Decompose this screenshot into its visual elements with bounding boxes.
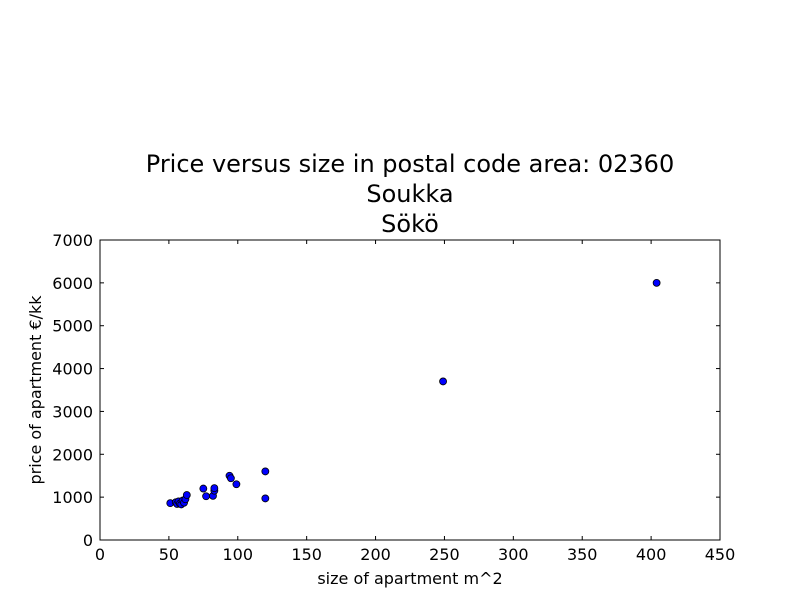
- x-axis-label: size of apartment m^2: [317, 569, 502, 588]
- data-point: [210, 484, 219, 493]
- y-tick-label: 0: [83, 531, 93, 550]
- x-tick-label: 450: [705, 545, 736, 564]
- axis-ticks: 0 50 100 150 200 250 300 350 400 450 0 1000 2000 3000…: [52, 231, 735, 564]
- x-tick-label: 400: [636, 545, 667, 564]
- y-axis-label: price of apartment €/kk: [26, 295, 45, 485]
- x-tick-label: 50: [159, 545, 179, 564]
- y-tick-label: 6000: [52, 274, 93, 293]
- x-tick-label: 300: [498, 545, 529, 564]
- y-tick-label: 1000: [52, 488, 93, 507]
- x-tick-label: 150: [291, 545, 322, 564]
- y-tick-label: 7000: [52, 231, 93, 250]
- y-tick-label: 2000: [52, 445, 93, 464]
- y-tick-label: 3000: [52, 402, 93, 421]
- x-tick-label: 0: [95, 545, 105, 564]
- chart-title-line: Price versus size in postal code area: 0…: [146, 150, 674, 178]
- plot-area: [99, 239, 721, 541]
- chart-title: Price versus size in postal code area: 0…: [146, 150, 674, 238]
- data-point: [439, 377, 447, 386]
- data-point: [261, 494, 270, 503]
- y-tick-label: 4000: [52, 360, 93, 379]
- data-point: [652, 278, 661, 287]
- y-tick-label: 5000: [52, 317, 93, 336]
- data-point: [226, 474, 235, 483]
- data-point: [261, 467, 270, 476]
- data-points: [166, 278, 661, 509]
- data-point: [202, 492, 210, 501]
- x-tick-label: 200: [360, 545, 391, 564]
- data-point: [199, 484, 208, 493]
- chart-title-line: Sökö: [381, 210, 439, 238]
- data-point: [182, 491, 191, 499]
- x-tick-label: 350: [567, 545, 598, 564]
- chart-title-line: Soukka: [366, 180, 453, 208]
- x-tick-label: 250: [429, 545, 460, 564]
- data-point: [232, 480, 241, 489]
- x-tick-label: 100: [223, 545, 254, 564]
